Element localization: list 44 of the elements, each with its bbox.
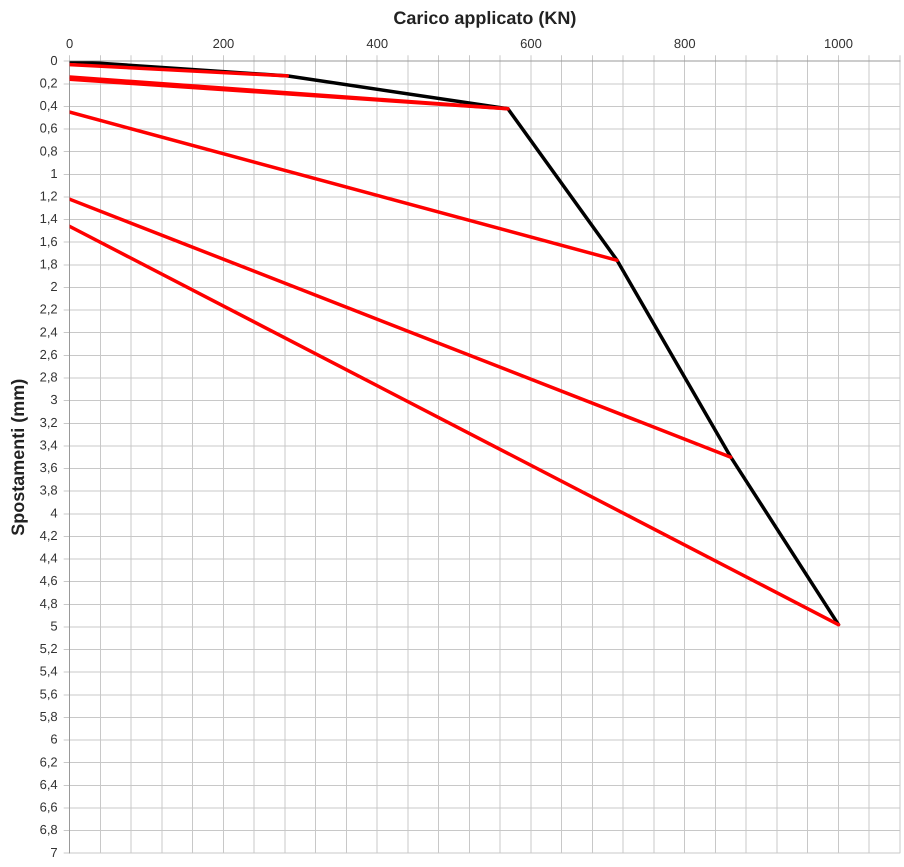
- y-tick-label: 1,6: [40, 234, 58, 249]
- y-tick-label: 5: [50, 618, 58, 634]
- y-tick-label: 0,4: [40, 98, 58, 114]
- y-tick-label: 4: [50, 505, 58, 520]
- y-tick-label: 6,4: [40, 776, 58, 792]
- y-tick-label: 2,6: [40, 346, 58, 362]
- y-tick-label: 4,6: [40, 573, 58, 588]
- y-tick-label: 5,2: [40, 641, 58, 656]
- y-tick-label: 0,8: [40, 143, 58, 158]
- y-tick-label: 5,8: [40, 709, 58, 724]
- y-tick-label: 6: [50, 732, 58, 747]
- y-tick-label: 0: [50, 52, 58, 68]
- y-tick-label: 6,2: [40, 754, 58, 770]
- y-tick-label: 2,4: [40, 324, 58, 340]
- y-tick-label: 4,4: [40, 550, 58, 566]
- x-tick-label: 200: [212, 36, 234, 51]
- y-tick-label: 1: [50, 166, 58, 181]
- x-tick-label: 800: [674, 36, 696, 51]
- x-tick-label: 600: [520, 36, 542, 51]
- y-tick-label: 3,4: [40, 437, 58, 452]
- y-tick-label: 2: [50, 279, 58, 294]
- x-tick-label: 0: [66, 36, 74, 51]
- y-tick-label: 5,4: [40, 664, 58, 679]
- y-tick-label: 5,6: [40, 686, 58, 702]
- y-tick-label: 7: [50, 844, 58, 860]
- y-tick-label: 4,8: [40, 596, 58, 611]
- y-tick-label: 2,8: [40, 370, 58, 385]
- y-tick-label: 1,2: [40, 188, 58, 204]
- y-tick-label: 1,8: [40, 256, 58, 272]
- y-tick-label: 3: [50, 392, 58, 408]
- y-tick-label: 2,2: [40, 302, 58, 317]
- y-tick-label: 6,6: [40, 800, 58, 815]
- y-tick-label: 0,2: [40, 75, 58, 90]
- x-axis-title: Carico applicato (KN): [393, 8, 576, 28]
- y-tick-label: 4,2: [40, 528, 58, 543]
- y-tick-label: 3,2: [40, 414, 58, 430]
- y-tick-label: 6,8: [40, 822, 58, 838]
- y-tick-label: 3,6: [40, 460, 58, 476]
- y-tick-label: 3,8: [40, 482, 58, 498]
- y-tick-label: 0,6: [40, 120, 58, 136]
- x-tick-label: 400: [366, 36, 388, 51]
- y-axis-title: Spostamenti (mm): [8, 378, 28, 536]
- y-tick-label: 1,4: [40, 211, 58, 226]
- x-tick-label: 1000: [824, 36, 853, 51]
